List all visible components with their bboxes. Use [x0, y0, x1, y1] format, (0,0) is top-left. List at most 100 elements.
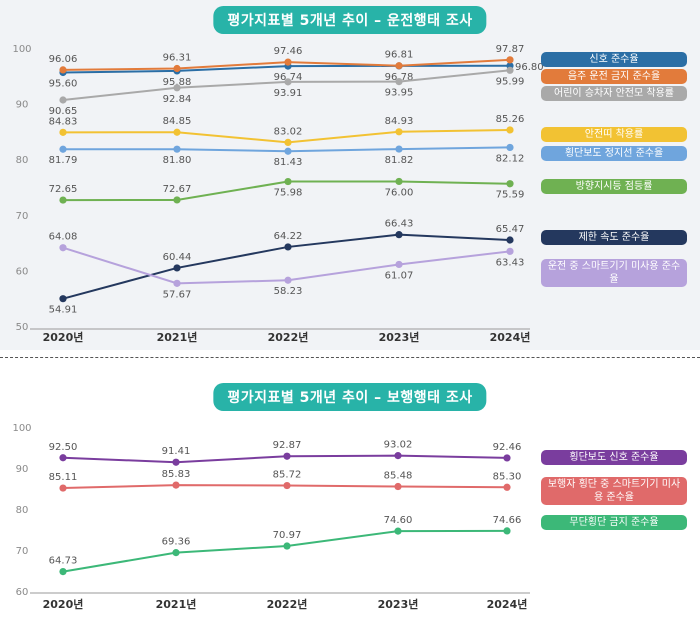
data-label: 96.80	[515, 62, 544, 73]
data-label: 66.43	[385, 219, 414, 230]
legend-entry: 방향지시등 점등률	[541, 179, 687, 194]
data-label: 75.98	[274, 188, 303, 199]
x-tick-label: 2023년	[379, 330, 420, 344]
x-tick-label: 2024년	[490, 330, 531, 344]
series-1-point	[59, 454, 67, 462]
series-8-point	[395, 260, 403, 269]
y-tick-label: 100	[12, 44, 31, 55]
series-4-point	[173, 128, 181, 136]
series-6-point	[395, 177, 403, 186]
series-8-point	[59, 244, 67, 252]
series-8-point	[173, 279, 181, 287]
data-label: 85.83	[162, 469, 191, 480]
data-label: 97.87	[496, 44, 525, 55]
data-label: 96.74	[274, 72, 303, 83]
data-label: 95.60	[49, 78, 78, 89]
data-label: 58.23	[274, 286, 303, 297]
legend-entry: 무단횡단 금지 준수율	[541, 515, 687, 530]
series-5-point	[395, 145, 403, 153]
pedestrian-behavior-chart-panel: 평가지표별 5개년 추이 – 보행행태 조사 60 70 80 90 100 2020년 2…	[0, 380, 700, 627]
data-label: 92.87	[273, 440, 302, 451]
series-3-point	[394, 527, 402, 535]
legend-entry: 운전 중 스마트기기 미사용 준수율	[541, 259, 687, 287]
driving-behavior-chart-panel: 평가지표별 5개년 추이 – 운전행태 조사 50 60 70 80 90 100 2020…	[0, 0, 700, 350]
series-3-point	[506, 66, 514, 74]
data-label: 85.26	[496, 114, 525, 125]
data-label: 84.93	[385, 116, 414, 127]
data-label: 96.06	[49, 54, 78, 65]
series-7-point	[506, 236, 514, 244]
y-tick-label: 60	[16, 587, 29, 598]
y-tick-label: 80	[16, 155, 29, 166]
series-2-point	[173, 64, 181, 73]
section-divider	[0, 357, 700, 358]
data-label: 96.78	[385, 72, 414, 83]
data-label: 60.44	[163, 252, 192, 263]
data-label: 85.72	[273, 470, 302, 481]
data-label: 85.11	[49, 472, 78, 483]
series-1-point	[394, 452, 402, 460]
series-2-point	[503, 483, 511, 491]
data-label: 95.99	[496, 76, 525, 87]
data-label: 63.43	[496, 257, 525, 268]
series-6-point	[59, 196, 67, 204]
data-label: 85.48	[384, 471, 413, 482]
x-tick-label: 2024년	[487, 597, 528, 611]
data-label: 64.22	[274, 231, 303, 242]
data-label: 65.47	[496, 224, 525, 235]
series-3-point	[59, 568, 67, 576]
series-7-point	[395, 231, 403, 239]
legend-entry: 횡단보도 신호 준수율	[541, 450, 687, 465]
x-tick-label: 2020년	[43, 330, 84, 344]
legend-entry: 제한 속도 준수율	[541, 230, 687, 245]
series-7-point	[59, 295, 67, 303]
data-label: 93.02	[384, 440, 413, 451]
data-label: 75.59	[496, 190, 525, 201]
data-label: 96.81	[385, 50, 414, 61]
series-3-point	[284, 78, 292, 86]
data-label: 95.88	[163, 77, 192, 88]
data-label: 97.46	[274, 46, 303, 57]
data-label: 83.02	[274, 126, 303, 137]
series-7-point	[284, 243, 292, 251]
series-2-point	[59, 484, 67, 492]
data-label: 84.85	[163, 116, 192, 127]
data-label: 64.08	[49, 232, 78, 243]
data-label: 76.00	[385, 187, 414, 198]
data-label: 92.46	[493, 442, 522, 453]
series-5-point	[284, 147, 292, 155]
series-3-point	[395, 78, 403, 86]
data-label: 84.83	[49, 116, 78, 127]
series-4-point	[395, 128, 403, 136]
data-label: 82.12	[496, 153, 525, 164]
chart-title: 평가지표별 5개년 추이 – 운전행태 조사	[213, 6, 487, 34]
series-3-point	[283, 542, 291, 550]
data-label: 93.91	[274, 88, 303, 99]
data-label: 85.30	[493, 471, 522, 482]
chart-title: 평가지표별 5개년 추이 – 보행행태 조사	[213, 383, 487, 411]
y-tick-label: 80	[16, 505, 29, 516]
data-label: 57.67	[163, 289, 192, 300]
x-tick-label: 2022년	[267, 597, 308, 611]
legend-entry: 음주 운전 금지 준수율	[541, 69, 687, 84]
x-tick-label: 2021년	[156, 597, 197, 611]
series-6-point	[506, 180, 514, 188]
x-tick-label: 2022년	[268, 330, 309, 344]
data-label: 81.82	[385, 155, 414, 166]
x-tick-label: 2021년	[157, 330, 198, 344]
y-tick-label: 60	[16, 266, 29, 277]
data-label: 96.31	[163, 53, 192, 64]
series-8-point	[506, 247, 514, 255]
series-2-point	[394, 482, 402, 491]
series-5-point	[506, 143, 514, 152]
series-2-point	[283, 481, 291, 490]
series-6-point	[173, 196, 181, 204]
data-label: 69.36	[162, 537, 191, 548]
series-3-point	[173, 84, 181, 92]
series-4-point	[59, 128, 67, 136]
data-label: 81.80	[163, 155, 192, 166]
y-tick-label: 90	[16, 100, 29, 111]
y-tick-label: 90	[16, 464, 29, 475]
data-label: 92.50	[49, 442, 78, 453]
data-label: 93.95	[385, 88, 414, 99]
